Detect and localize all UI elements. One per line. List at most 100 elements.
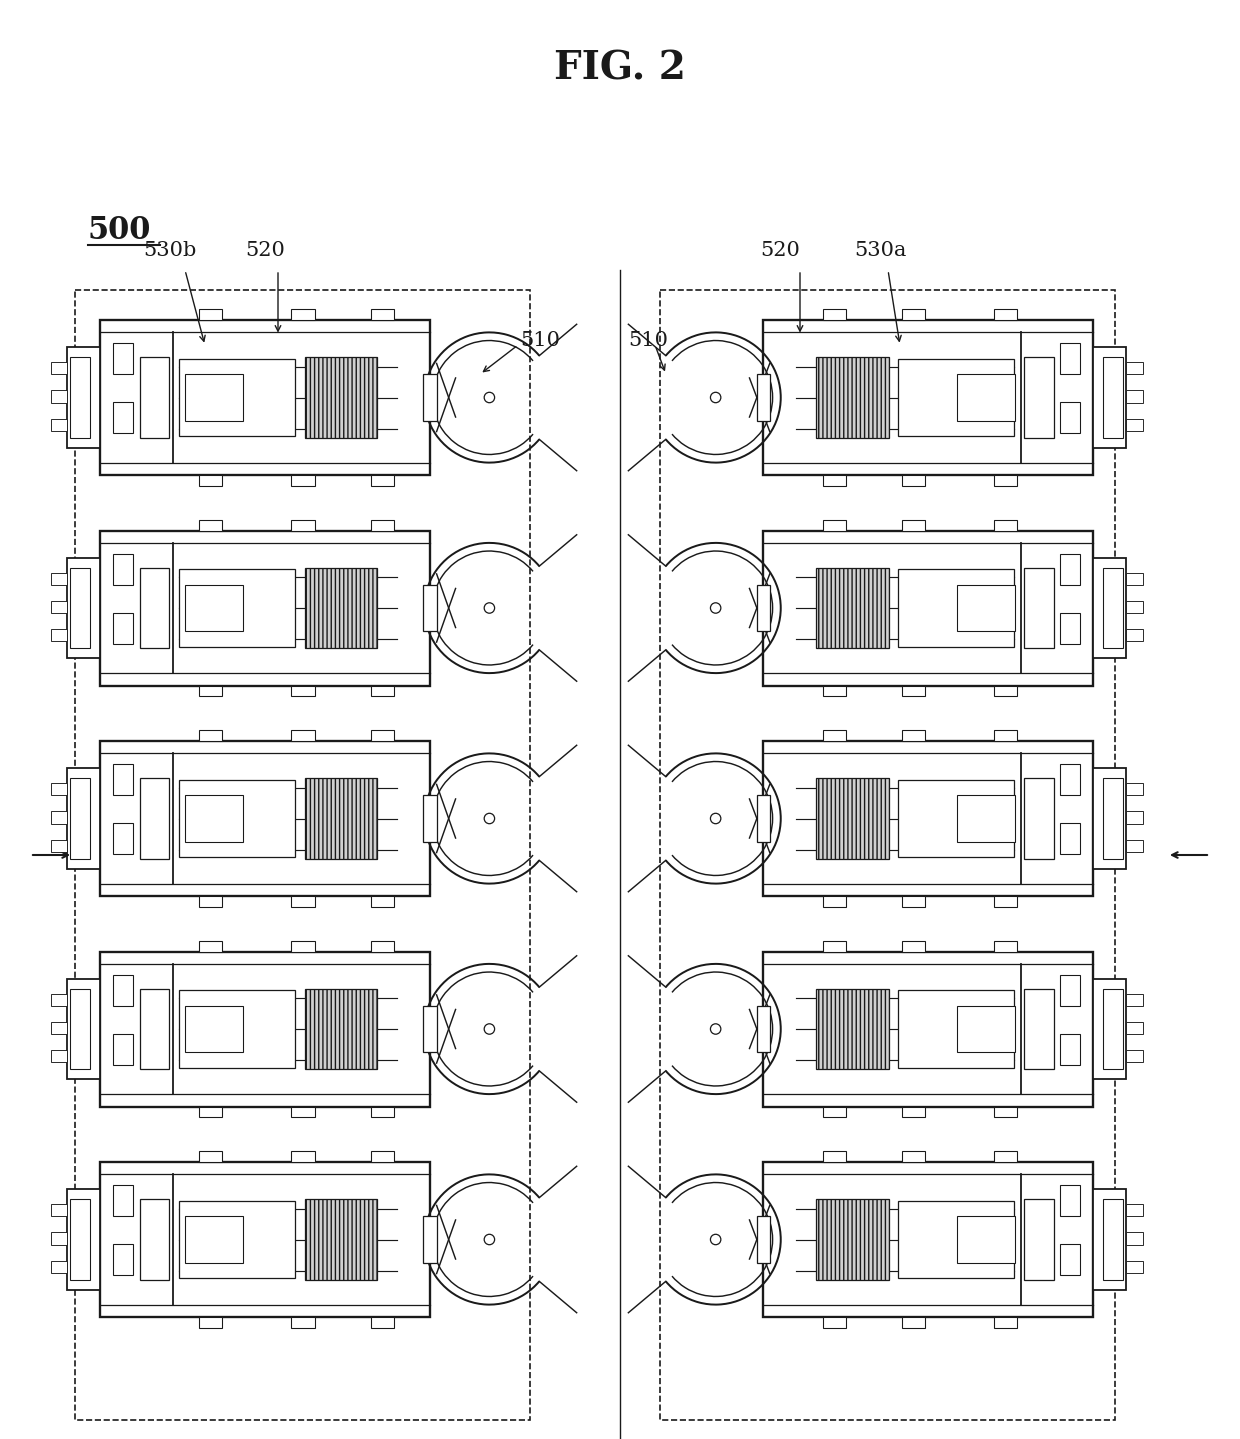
Bar bbox=[1060, 554, 1080, 584]
Bar bbox=[1126, 840, 1142, 852]
Bar bbox=[901, 1151, 925, 1163]
Bar bbox=[899, 1200, 1014, 1278]
Bar bbox=[291, 1317, 315, 1328]
Bar bbox=[1024, 568, 1054, 649]
Bar bbox=[899, 358, 1014, 436]
Bar bbox=[1060, 1245, 1080, 1275]
Bar bbox=[1126, 573, 1142, 584]
Bar bbox=[371, 896, 394, 907]
Bar bbox=[51, 812, 67, 823]
Bar bbox=[180, 570, 295, 646]
Bar bbox=[113, 344, 133, 374]
Bar bbox=[1024, 989, 1054, 1069]
Text: 520: 520 bbox=[760, 240, 800, 260]
Bar bbox=[198, 519, 222, 531]
Bar bbox=[1060, 823, 1080, 855]
Bar bbox=[113, 764, 133, 796]
Bar bbox=[822, 896, 846, 907]
Bar bbox=[756, 796, 770, 842]
Bar bbox=[100, 951, 430, 1107]
Bar bbox=[371, 730, 394, 741]
Bar bbox=[291, 475, 315, 486]
Bar bbox=[291, 1151, 315, 1163]
Bar bbox=[185, 1216, 243, 1263]
Bar bbox=[994, 1107, 1017, 1117]
Bar bbox=[901, 941, 925, 951]
Bar bbox=[291, 896, 315, 907]
Bar bbox=[180, 990, 295, 1068]
Bar bbox=[1094, 558, 1126, 659]
Bar bbox=[74, 291, 529, 1420]
Bar bbox=[291, 685, 315, 696]
Bar bbox=[113, 1033, 133, 1065]
Bar bbox=[67, 768, 100, 869]
Bar bbox=[113, 1186, 133, 1216]
Bar bbox=[822, 519, 846, 531]
Bar bbox=[100, 319, 430, 475]
Bar bbox=[51, 629, 67, 642]
Bar bbox=[291, 941, 315, 951]
Bar bbox=[51, 1050, 67, 1062]
Bar bbox=[423, 796, 436, 842]
Bar bbox=[822, 309, 846, 319]
Bar bbox=[51, 573, 67, 584]
Bar bbox=[198, 1107, 222, 1117]
Bar bbox=[763, 951, 1094, 1107]
Bar bbox=[756, 1216, 770, 1263]
Circle shape bbox=[711, 603, 720, 613]
Bar bbox=[957, 374, 1014, 420]
Bar bbox=[1104, 568, 1123, 649]
Bar bbox=[51, 783, 67, 796]
Bar bbox=[1060, 613, 1080, 643]
Bar bbox=[1024, 1199, 1054, 1279]
Bar bbox=[140, 568, 170, 649]
Bar bbox=[994, 941, 1017, 951]
Bar bbox=[51, 390, 67, 403]
Bar bbox=[423, 584, 436, 632]
Bar bbox=[113, 823, 133, 855]
Bar bbox=[1060, 1033, 1080, 1065]
Bar bbox=[371, 685, 394, 696]
Bar bbox=[100, 531, 430, 685]
Bar bbox=[763, 319, 1094, 475]
Bar bbox=[371, 1317, 394, 1328]
Bar bbox=[423, 374, 436, 420]
Bar bbox=[957, 796, 1014, 842]
Bar bbox=[185, 584, 243, 632]
Bar bbox=[1126, 602, 1142, 613]
Bar bbox=[113, 1245, 133, 1275]
Bar bbox=[51, 840, 67, 852]
Circle shape bbox=[484, 1235, 495, 1245]
Bar bbox=[1024, 357, 1054, 437]
Bar bbox=[1094, 768, 1126, 869]
Bar bbox=[113, 613, 133, 643]
Circle shape bbox=[484, 603, 495, 613]
Bar bbox=[816, 1199, 889, 1279]
Bar bbox=[816, 778, 889, 859]
Bar bbox=[423, 1216, 436, 1263]
Bar bbox=[113, 401, 133, 433]
Bar bbox=[113, 554, 133, 584]
Bar bbox=[822, 685, 846, 696]
Circle shape bbox=[484, 813, 495, 823]
Bar bbox=[822, 1107, 846, 1117]
Bar bbox=[822, 475, 846, 486]
Bar bbox=[756, 374, 770, 420]
Bar bbox=[100, 741, 430, 896]
Bar bbox=[185, 374, 243, 420]
Bar bbox=[822, 941, 846, 951]
Bar bbox=[185, 1006, 243, 1052]
Bar bbox=[51, 1022, 67, 1035]
Bar bbox=[371, 1151, 394, 1163]
Bar bbox=[51, 1204, 67, 1216]
Bar bbox=[994, 1317, 1017, 1328]
Circle shape bbox=[484, 1023, 495, 1035]
Bar bbox=[994, 309, 1017, 319]
Text: 530a: 530a bbox=[854, 240, 906, 260]
Bar bbox=[67, 347, 100, 448]
Bar bbox=[756, 584, 770, 632]
Bar bbox=[994, 519, 1017, 531]
Bar bbox=[305, 357, 377, 437]
Bar bbox=[822, 1151, 846, 1163]
Bar bbox=[901, 1107, 925, 1117]
